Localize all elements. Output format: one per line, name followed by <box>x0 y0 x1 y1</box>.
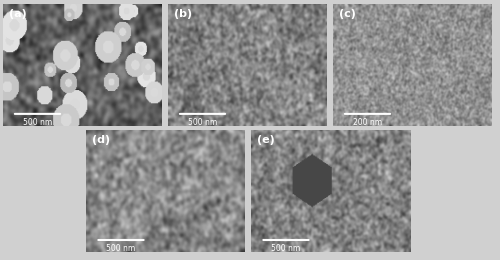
Text: 500 nm: 500 nm <box>106 244 136 253</box>
Text: (d): (d) <box>92 135 110 145</box>
Text: 200 nm: 200 nm <box>353 118 382 127</box>
Text: (a): (a) <box>9 9 26 19</box>
Text: 500 nm: 500 nm <box>188 118 217 127</box>
Text: (b): (b) <box>174 9 192 19</box>
Text: (e): (e) <box>258 135 275 145</box>
Text: 500 nm: 500 nm <box>272 244 300 253</box>
Text: (c): (c) <box>339 9 355 19</box>
Text: 500 nm: 500 nm <box>23 118 52 127</box>
